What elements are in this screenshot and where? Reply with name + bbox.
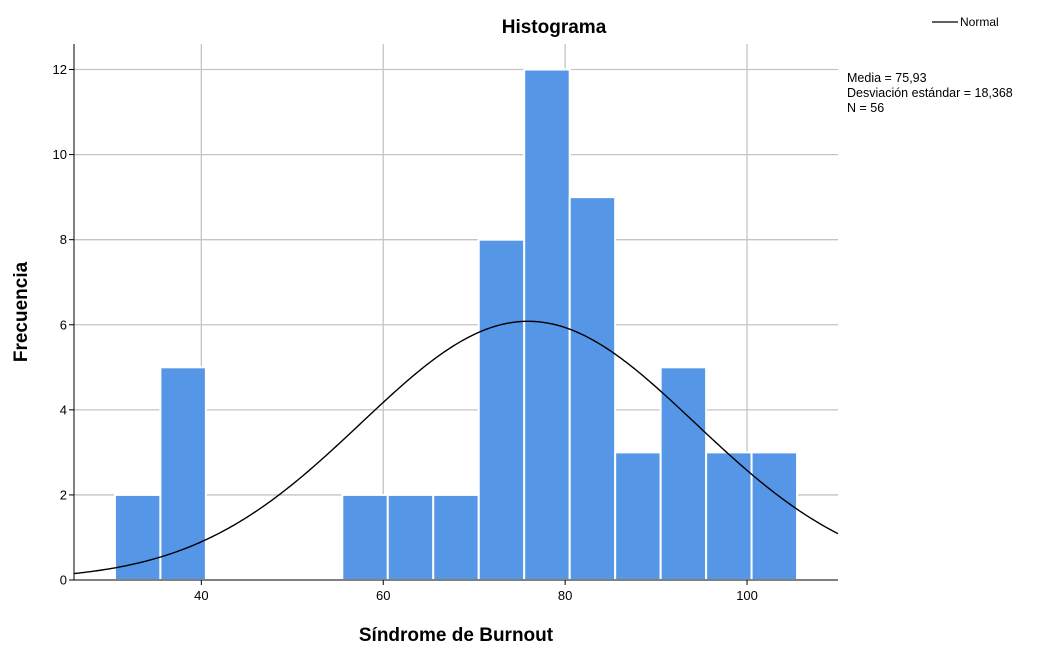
histogram-bar-11 (614, 451, 662, 581)
histogram-bar-7 (432, 493, 480, 581)
x-tick-label-0: 40 (194, 588, 208, 603)
y-tick-labels: 0 2 4 6 8 10 12 (53, 62, 67, 587)
statistics-block: Media = 75,93 Desviación estándar = 18,3… (847, 71, 1013, 115)
stat-mean: Media = 75,93 (847, 71, 927, 85)
histogram-bar-12 (659, 366, 708, 581)
y-tick-label-6: 12 (53, 62, 67, 77)
histogram-bar-1 (159, 366, 207, 581)
x-tick-labels: 40 60 80 100 (194, 588, 758, 603)
y-axis-label: Frecuencia (11, 261, 32, 362)
x-tick-label-2: 80 (558, 588, 572, 603)
y-tick-label-2: 4 (60, 402, 67, 417)
chart-title: Histograma (502, 17, 607, 38)
histogram-bar-9 (523, 68, 571, 582)
histogram-bar-14 (750, 451, 799, 581)
axes (69, 44, 838, 585)
y-tick-label-3: 6 (60, 317, 67, 332)
y-tick-label-0: 0 (60, 573, 67, 588)
stat-n: N = 56 (847, 101, 884, 115)
y-tick-label-1: 2 (60, 487, 67, 502)
x-axis-label: Síndrome de Burnout (359, 625, 554, 645)
histogram-bar-13 (705, 451, 753, 581)
x-tick-label-3: 100 (736, 588, 758, 603)
normal-curve (73, 320, 839, 575)
histogram-bar-5 (341, 493, 389, 581)
x-tick-label-1: 60 (376, 588, 390, 603)
y-tick-label-4: 8 (60, 232, 67, 247)
histogram-bar-6 (386, 493, 435, 581)
normal-curve-layer (73, 320, 839, 575)
stat-std-dev: Desviación estándar = 18,368 (847, 86, 1013, 100)
histogram-bar-10 (568, 196, 617, 581)
histogram-bar-8 (477, 238, 526, 582)
legend: Normal (932, 15, 999, 29)
legend-normal-label: Normal (960, 15, 999, 29)
y-tick-label-5: 10 (53, 147, 67, 162)
